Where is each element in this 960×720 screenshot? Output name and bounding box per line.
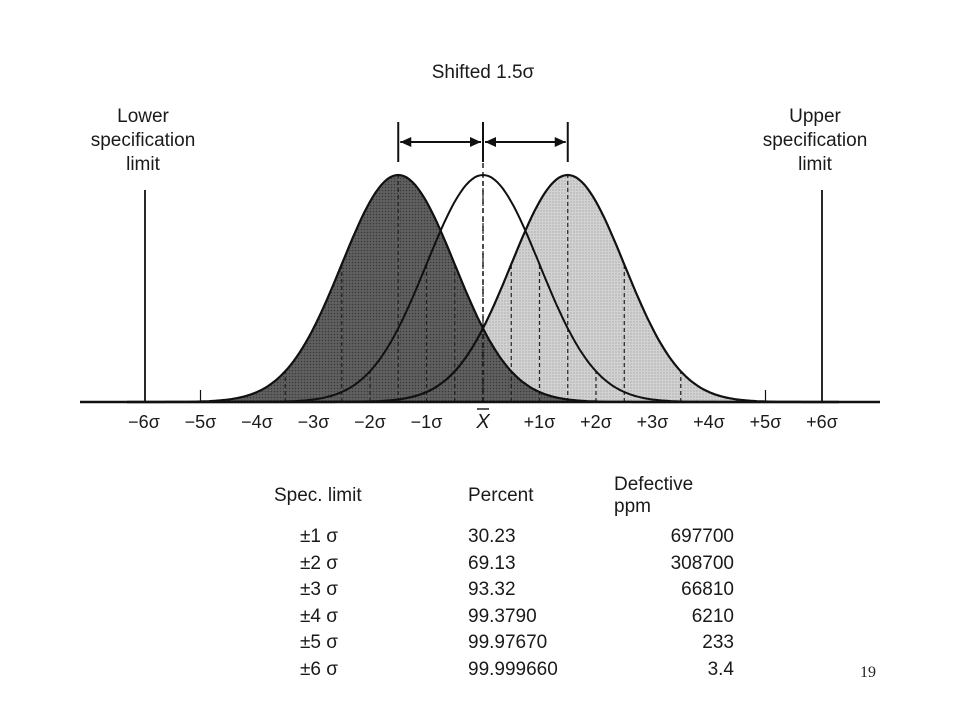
axis-tick-label: +3σ [637,412,669,432]
right-shift-arrow-head [554,137,566,147]
cell-ppm: 6210 [691,605,734,627]
table-row: ±5 σ 99.97670 233 [262,630,734,657]
cell-spec-limit: ±1 σ [300,526,338,548]
table-row: ±6 σ 99.999660 3.4 [262,657,734,684]
axis-tick-label: −6σ [128,412,160,432]
table-row: ±1 σ 30.23 697700 [262,524,734,551]
left-shift-arrow-head [400,137,412,147]
lower-spec-limit-label: Lower [117,106,169,127]
cell-percent: 99.3790 [468,605,537,627]
upper-spec-limit-label: limit [798,154,832,175]
six-sigma-shift-diagram: Shifted 1.5σ Lower specification limit Upper… [80,62,880,433]
cell-percent: 93.32 [468,579,516,601]
lower-spec-limit-label: limit [126,154,160,175]
cell-ppm: 3.4 [707,658,734,680]
axis-tick-label: −5σ [185,412,217,432]
header-defective-ppm: Defective ppm [614,474,694,517]
axis-tick-label: +6σ [806,412,838,432]
cell-percent: 30.23 [468,526,516,548]
axis-tick-label: X [475,411,490,433]
axis-tick-label: −3σ [298,412,330,432]
diagram-title: Shifted 1.5σ [432,62,535,83]
cell-spec-limit: ±3 σ [300,579,338,601]
axis-tick-label: −2σ [354,412,386,432]
cell-ppm: 308700 [670,552,734,574]
cell-ppm: 697700 [670,526,734,548]
table-row: ±4 σ 99.3790 6210 [262,604,734,631]
upper-spec-limit-label: Upper [789,106,841,127]
cell-ppm: 233 [702,632,734,654]
axis-tick-label: −4σ [241,412,273,432]
table-row: ±3 σ 93.32 66810 [262,577,734,604]
axis-tick-label: +2σ [580,412,612,432]
header-percent: Percent [468,485,534,506]
axis-tick-label: +1σ [524,412,556,432]
table-row: ±2 σ 69.13 308700 [262,551,734,578]
cell-percent: 69.13 [468,552,516,574]
cell-spec-limit: ±6 σ [300,658,338,680]
cell-spec-limit: ±2 σ [300,552,338,574]
cell-percent: 99.97670 [468,632,548,654]
defect-table: Spec. limit Percent Defective ppm ±1 σ 3… [262,474,742,683]
right-shift-arrow-tail [485,137,496,147]
table-header-row: Spec. limit Percent Defective ppm [262,474,734,524]
cell-percent: 99.999660 [468,658,558,680]
axis-tick-label: +4σ [693,412,725,432]
lower-spec-limit-label: specification [91,130,196,151]
axis-tick-label: +5σ [750,412,782,432]
page-number: 19 [860,664,876,681]
header-spec-limit: Spec. limit [274,485,362,506]
cell-spec-limit: ±5 σ [300,632,338,654]
cell-ppm: 66810 [681,579,734,601]
overlay-layer: Shifted 1.5σ Lower specification limit Upper… [80,62,880,433]
upper-spec-limit-label: specification [763,130,868,151]
cell-spec-limit: ±4 σ [300,605,338,627]
axis-tick-label: −1σ [411,412,443,432]
left-shift-arrow-tail [470,137,481,147]
